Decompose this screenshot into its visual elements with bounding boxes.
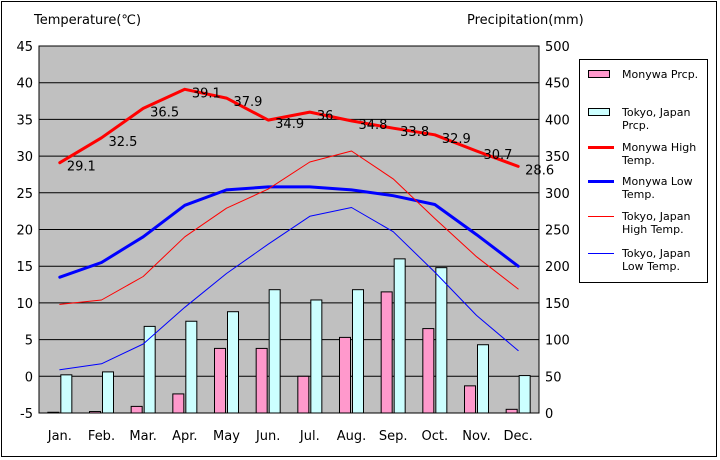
y-tick-label: 40: [16, 77, 33, 92]
data-label: 37.9: [234, 95, 263, 110]
y2-tick-label: 200: [545, 260, 570, 275]
data-label: 32.9: [442, 132, 471, 147]
bar-monywa-prcp: [380, 291, 393, 414]
bar-monywa-prcp: [422, 328, 435, 414]
data-label: 28.6: [525, 163, 554, 178]
legend-swatch-tokyo-low: [588, 253, 614, 254]
y-tick-label: 25: [16, 187, 33, 202]
bar-monywa-prcp: [130, 405, 143, 414]
y2-tick-label: 350: [545, 150, 570, 165]
data-label: 32.5: [109, 135, 138, 150]
y-tick-label: 10: [16, 297, 33, 312]
bar-monywa-prcp: [89, 411, 101, 414]
y-tick-label: 30: [16, 150, 33, 165]
y-tick-label: 35: [16, 113, 33, 128]
legend-swatch-monywa-prcp: [588, 70, 610, 78]
legend-label-monywa-low: Monywa Low Temp.: [622, 175, 693, 201]
line-tokyo-low: [59, 207, 519, 371]
legend-label-tokyo-low: Tokyo, Japan Low Temp.: [622, 247, 691, 273]
line-monywa-high: [58, 87, 520, 168]
x-tick-label: Dec.: [504, 429, 533, 444]
bar-tokyo-prcp: [268, 289, 281, 414]
line-monywa-low: [58, 185, 520, 279]
bar-monywa-prcp: [505, 408, 518, 414]
bar-monywa-prcp: [297, 375, 310, 414]
line-tokyo-high: [59, 150, 519, 305]
x-tick-label: Nov.: [462, 429, 491, 444]
data-label: 36.5: [150, 105, 179, 120]
y-tick-label: 20: [16, 224, 33, 239]
y-tick-label: 15: [16, 260, 33, 275]
bar-tokyo-prcp: [60, 374, 73, 414]
legend-swatch-monywa-high: [588, 146, 614, 149]
y-axis-title: Temperature(℃): [34, 13, 142, 28]
bar-monywa-prcp: [255, 347, 268, 414]
y-tick-label: -5: [20, 407, 33, 422]
y2-tick-label: 50: [545, 370, 562, 385]
x-tick-label: May: [213, 429, 240, 444]
y2-tick-label: 250: [545, 224, 570, 239]
bar-tokyo-prcp: [185, 320, 198, 414]
data-label: 33.8: [400, 125, 429, 140]
y-tick-label: 0: [25, 370, 33, 385]
data-label: 36: [317, 109, 334, 124]
data-label: 30.7: [484, 148, 513, 163]
legend-label-monywa-prcp: Monywa Prcp.: [622, 68, 699, 81]
bar-tokyo-prcp: [518, 375, 531, 414]
x-tick-label: Feb.: [88, 429, 115, 444]
y2-tick-label: 300: [545, 187, 570, 202]
bar-tokyo-prcp: [143, 325, 156, 414]
y2-tick-label: 400: [545, 113, 570, 128]
y2-tick-label: 500: [545, 40, 570, 55]
y2-axis-title: Precipitation(mm): [467, 13, 584, 28]
bar-tokyo-prcp: [393, 258, 406, 414]
bar-monywa-prcp: [214, 347, 226, 414]
bar-tokyo-prcp: [227, 311, 239, 414]
data-label: 34.9: [275, 117, 304, 132]
data-label: 39.1: [192, 86, 221, 101]
y2-tick-label: 450: [545, 77, 570, 92]
data-label: 29.1: [67, 160, 96, 175]
y-tick-label: 5: [25, 334, 33, 349]
data-label: 34.8: [359, 118, 388, 133]
bar-tokyo-prcp: [102, 371, 114, 414]
legend-swatch-tokyo-prcp: [588, 108, 610, 116]
legend-swatch-monywa-low: [588, 180, 614, 183]
x-tick-label: Mar.: [129, 429, 156, 444]
y2-tick-label: 100: [545, 334, 570, 349]
bar-monywa-prcp: [47, 411, 60, 414]
y-tick-label: 45: [16, 40, 33, 55]
y2-tick-label: 0: [545, 407, 553, 422]
x-tick-label: Aug.: [337, 429, 367, 444]
legend-label-tokyo-prcp: Tokyo, Japan Prcp.: [622, 106, 691, 132]
x-tick-label: Jan.: [47, 429, 72, 444]
legend-label-monywa-high: Monywa High Temp.: [622, 141, 697, 167]
legend-swatch-tokyo-high: [588, 216, 614, 217]
bar-monywa-prcp: [339, 336, 351, 414]
x-tick-label: Jun.: [255, 429, 280, 444]
x-tick-label: Apr.: [172, 429, 197, 444]
x-tick-label: Oct.: [422, 429, 449, 444]
bar-tokyo-prcp: [435, 267, 448, 414]
bar-monywa-prcp: [464, 385, 476, 414]
x-tick-label: Jul.: [299, 429, 320, 444]
x-tick-label: Sep.: [379, 429, 408, 444]
legend: Monywa Prcp. Tokyo, Japan Prcp. Monywa H…: [579, 59, 708, 283]
bar-tokyo-prcp: [352, 289, 364, 414]
bar-tokyo-prcp: [477, 344, 489, 414]
bar-tokyo-prcp: [310, 299, 323, 414]
y2-tick-label: 150: [545, 297, 570, 312]
legend-label-tokyo-high: Tokyo, Japan High Temp.: [622, 210, 691, 236]
bar-monywa-prcp: [172, 393, 185, 414]
